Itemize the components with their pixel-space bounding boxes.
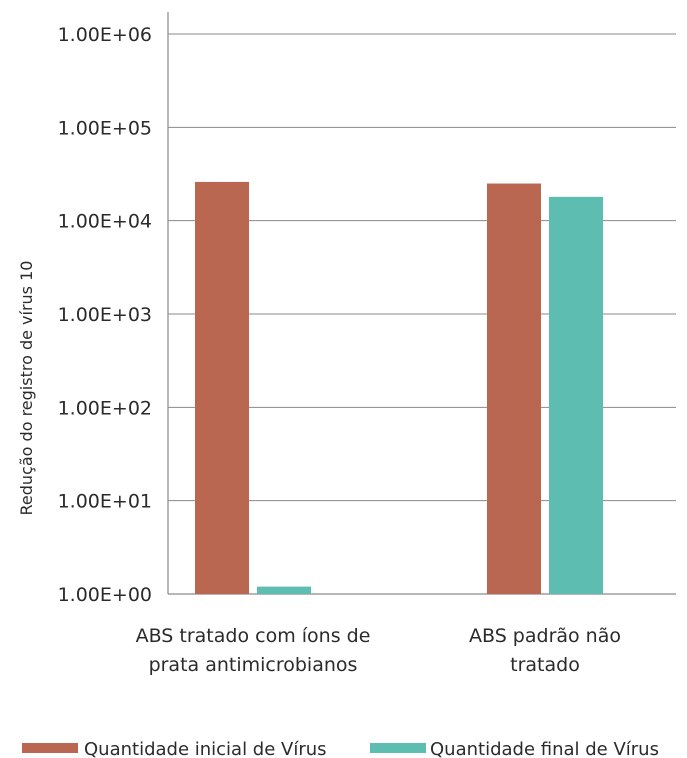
- legend-label-initial: Quantidade inicial de Vírus: [84, 739, 327, 758]
- y-tick-labels: 1.00E+00 1.00E+01 1.00E+02 1.00E+03 1.00E+04…: [58, 24, 152, 606]
- legend-swatch-final: [370, 743, 426, 753]
- y-tick-label: 1.00E+05: [58, 117, 152, 139]
- y-tick-label: 1.00E+03: [58, 304, 152, 326]
- bar-final-1: [257, 586, 311, 594]
- y-tick-label: 1.00E+02: [58, 397, 152, 419]
- x-category-label: ABS tratado com íons de: [136, 625, 371, 647]
- legend-label-final: Quantidade final de Vírus: [430, 739, 659, 758]
- y-tick-label: 1.00E+04: [58, 211, 152, 233]
- x-category-label: prata antimicrobianos: [149, 654, 358, 676]
- y-tick-label: 1.00E+06: [58, 24, 152, 46]
- bar-initial-1: [195, 181, 249, 594]
- bar-initial-2: [487, 183, 541, 594]
- bars: [195, 181, 603, 594]
- x-category-label: ABS padrão não: [469, 625, 621, 647]
- y-tick-label: 1.00E+01: [58, 491, 152, 513]
- legend-swatch-initial: [22, 743, 78, 753]
- x-category-label: tratado: [510, 654, 580, 676]
- y-tick-label: 1.00E+00: [58, 584, 152, 606]
- x-category-labels: ABS tratado com íons de prata antimicrobi…: [136, 625, 621, 676]
- legend: Quantidade inicial de Vírus Quantidade fi…: [22, 739, 659, 758]
- bar-final-2: [549, 196, 603, 594]
- y-axis-label: Redução do registro de vírus 10: [17, 261, 36, 516]
